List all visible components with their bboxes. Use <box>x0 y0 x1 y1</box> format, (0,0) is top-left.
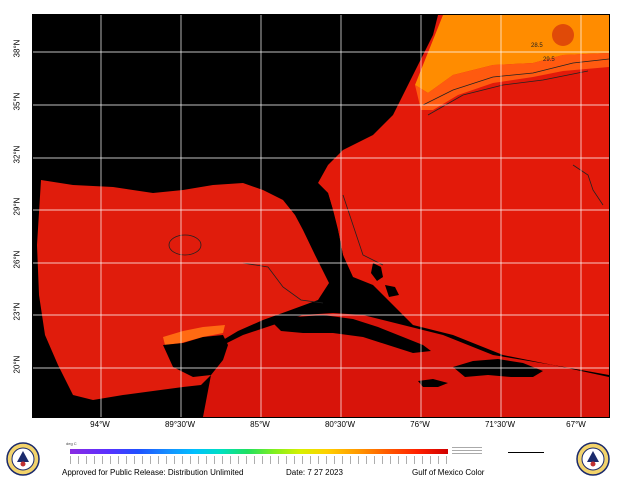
sst-map-canvas: 28.5 29.5 <box>33 15 609 417</box>
transition-band <box>415 53 609 110</box>
colorbar-unit: deg C <box>66 441 77 446</box>
lon-label: 67°W <box>566 420 586 429</box>
lon-label: 94°W <box>90 420 110 429</box>
lat-label: 26°N <box>12 250 22 269</box>
lon-label: 76°W <box>410 420 430 429</box>
seal-icon-left <box>6 442 40 476</box>
lat-label: 20°N <box>12 355 22 374</box>
isotherm-contour <box>422 58 609 106</box>
lat-label: 23°N <box>12 302 22 321</box>
product-title: Gulf of Mexico Color <box>412 468 485 477</box>
color-scale-ticks <box>70 456 448 464</box>
contour-label: 28.5 <box>531 43 543 49</box>
lon-label: 71°30'W <box>484 420 516 429</box>
image-date: Date: 7 27 2023 <box>286 468 343 477</box>
caribbean-sea <box>203 313 609 417</box>
gulf-of-mexico <box>37 180 329 400</box>
lat-label: 35°N <box>12 92 22 111</box>
distance-scale-bar <box>508 452 544 453</box>
cuba <box>273 315 431 353</box>
isotherm-contour <box>242 262 324 304</box>
bahamas <box>371 263 399 297</box>
yucatan-peninsula <box>163 335 228 377</box>
lon-label: 80°30'W <box>324 420 356 429</box>
color-scale-bar <box>70 449 448 454</box>
lat-label: 29°N <box>12 197 22 216</box>
yucatan-warm-water <box>163 325 225 345</box>
lon-label: 85°W <box>250 420 270 429</box>
lat-label: 38°N <box>12 39 22 58</box>
seal-icon-right <box>576 442 610 476</box>
legend-key <box>452 445 482 456</box>
isotherm-contour <box>168 234 202 256</box>
release-statement: Approved for Public Release: Distributio… <box>62 468 244 477</box>
contour-label: 29.5 <box>543 57 555 63</box>
lon-label: 89°30'W <box>164 420 196 429</box>
isotherm-contour <box>572 164 604 206</box>
sst-map: 28.5 29.5 <box>32 14 610 418</box>
isotherm-contour <box>427 70 589 116</box>
jamaica <box>418 379 448 387</box>
graticule <box>33 15 609 417</box>
warm-eddy <box>552 24 574 46</box>
lat-label: 32°N <box>12 145 22 164</box>
florida-peninsula <box>295 183 351 277</box>
